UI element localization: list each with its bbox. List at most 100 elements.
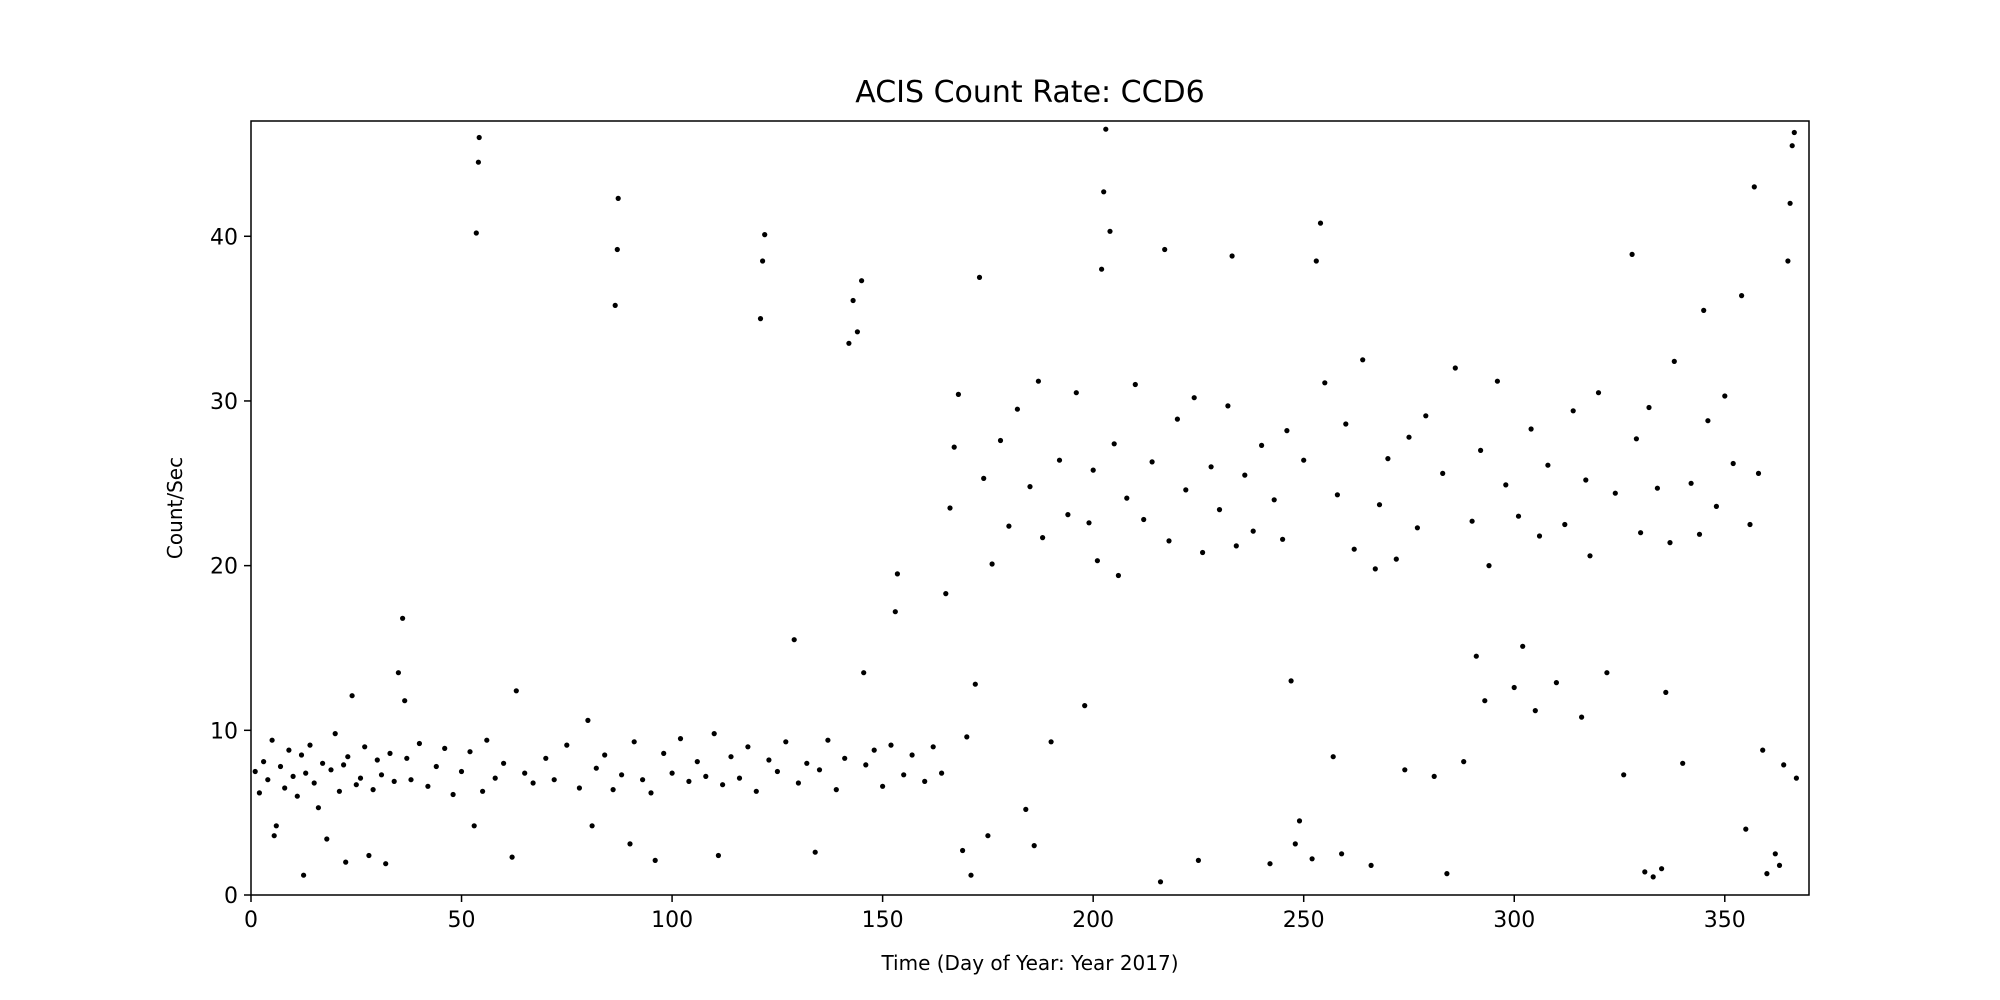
data-point xyxy=(1663,689,1669,696)
data-point xyxy=(374,757,380,763)
data-point xyxy=(492,775,498,781)
data-point xyxy=(842,755,848,761)
data-point xyxy=(795,780,802,786)
data-point xyxy=(564,742,570,748)
data-point xyxy=(402,698,408,704)
data-point xyxy=(1444,871,1450,877)
data-point xyxy=(850,297,856,304)
data-point xyxy=(1536,533,1543,539)
data-point xyxy=(1402,767,1408,773)
data-point xyxy=(930,744,936,750)
data-point xyxy=(1629,251,1635,257)
data-point xyxy=(909,752,915,758)
data-point xyxy=(378,772,385,778)
data-point xyxy=(1111,441,1117,447)
data-points-layer xyxy=(252,126,1799,885)
data-point xyxy=(1296,818,1303,824)
data-point xyxy=(1612,490,1618,496)
data-point xyxy=(669,770,675,776)
data-point xyxy=(391,778,397,785)
data-point xyxy=(1406,434,1412,440)
data-point xyxy=(1532,708,1538,714)
data-point xyxy=(1183,487,1189,493)
data-point xyxy=(1743,826,1749,832)
data-point xyxy=(1035,378,1041,384)
data-point xyxy=(1216,507,1223,513)
y-tick-label: 20 xyxy=(210,555,238,580)
data-point xyxy=(1776,862,1783,869)
y-axis: 0 10 20 30 40 xyxy=(210,225,251,909)
data-point xyxy=(290,773,296,780)
data-point xyxy=(593,765,599,771)
data-point xyxy=(1322,380,1328,386)
x-tick-label: 0 xyxy=(244,908,258,933)
data-point xyxy=(1793,775,1799,781)
data-point xyxy=(1229,253,1235,259)
data-point xyxy=(341,762,347,768)
data-point xyxy=(760,258,766,264)
data-point xyxy=(1423,413,1429,419)
data-point xyxy=(1650,874,1656,880)
data-point xyxy=(846,340,852,346)
data-point xyxy=(943,591,949,597)
data-point xyxy=(298,752,305,758)
data-point xyxy=(1713,503,1719,509)
data-point xyxy=(1288,678,1294,684)
data-point xyxy=(1208,464,1214,470)
data-point xyxy=(1469,518,1475,524)
data-point xyxy=(1478,447,1484,453)
data-point xyxy=(703,773,709,780)
data-point xyxy=(1751,184,1757,190)
data-point xyxy=(1755,470,1762,476)
data-point xyxy=(324,836,330,842)
data-point xyxy=(989,561,995,567)
data-point xyxy=(467,749,473,755)
data-point xyxy=(1393,556,1399,562)
data-point xyxy=(1528,426,1534,432)
data-point xyxy=(1739,293,1745,299)
data-point xyxy=(976,274,983,280)
x-tick-label: 200 xyxy=(1072,908,1114,933)
data-point xyxy=(269,737,275,743)
x-tick-label: 350 xyxy=(1704,908,1746,933)
data-point xyxy=(1115,572,1121,579)
data-point xyxy=(433,763,439,770)
data-point xyxy=(1292,841,1298,847)
data-point xyxy=(349,693,355,699)
data-point xyxy=(1515,513,1522,519)
data-point xyxy=(345,754,351,760)
data-point xyxy=(294,793,300,799)
data-point xyxy=(589,823,595,829)
data-point xyxy=(1280,536,1286,542)
data-point xyxy=(357,775,364,781)
data-point xyxy=(766,757,772,763)
data-point xyxy=(997,437,1004,444)
data-point xyxy=(1082,703,1088,709)
data-point xyxy=(1633,436,1639,442)
data-point xyxy=(1301,457,1307,463)
data-point xyxy=(985,833,991,839)
data-point xyxy=(1103,126,1109,132)
data-point xyxy=(307,742,313,748)
y-tick-label: 30 xyxy=(210,390,238,415)
data-point xyxy=(1587,553,1593,559)
data-point xyxy=(1200,549,1206,556)
data-point xyxy=(894,571,901,577)
data-point xyxy=(939,770,945,776)
data-point xyxy=(332,731,338,737)
data-point xyxy=(1372,566,1378,572)
data-point xyxy=(366,852,372,859)
data-point xyxy=(1722,393,1728,399)
data-point xyxy=(1385,456,1391,462)
data-point xyxy=(1124,495,1130,501)
data-point xyxy=(1583,477,1589,483)
data-point xyxy=(1101,189,1107,195)
x-tick-label: 100 xyxy=(651,908,693,933)
data-point xyxy=(981,475,987,481)
data-point xyxy=(1604,670,1610,676)
data-point xyxy=(859,278,865,284)
data-point xyxy=(261,759,267,765)
data-point xyxy=(370,787,376,793)
data-point xyxy=(1368,862,1374,869)
